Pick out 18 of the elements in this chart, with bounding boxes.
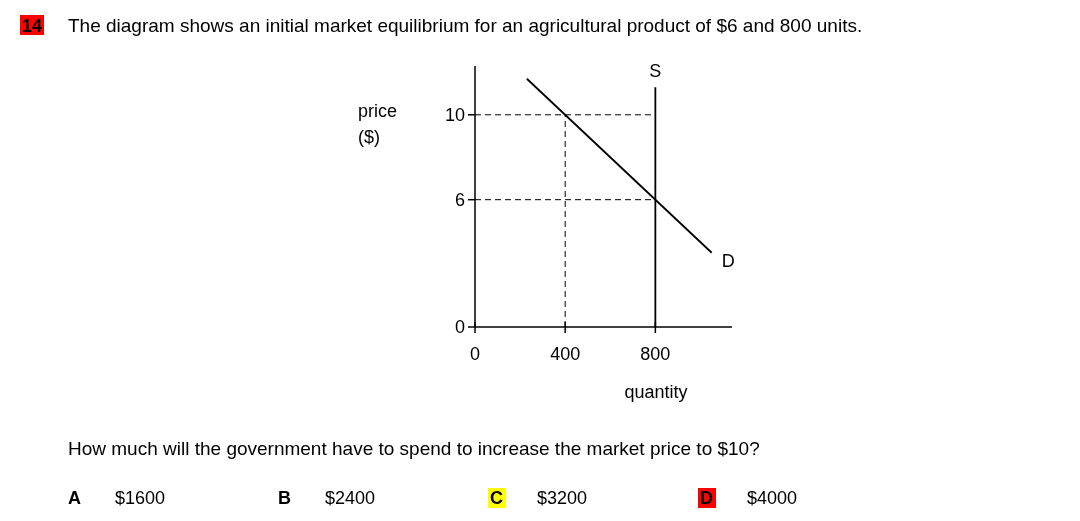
- text: $3200: [537, 488, 588, 508]
- y-tick-label: 6: [454, 189, 465, 210]
- text: $4000: [747, 488, 798, 508]
- text: B: [278, 488, 291, 508]
- text: $2400: [325, 488, 376, 508]
- y-tick-label: 10: [444, 104, 465, 125]
- chart-title: The diagram shows an initial market equilibrium for an agricultural product of $6 and 800 units.: [68, 15, 863, 36]
- x-tick-label: 0: [469, 344, 481, 364]
- text: A: [68, 488, 81, 508]
- x-tick-label: 400: [550, 344, 581, 364]
- y-tick-label: 0: [454, 317, 465, 337]
- series-label: D: [721, 250, 735, 271]
- y-axis-title: price ($): [358, 101, 398, 147]
- x-tick-label: 800: [640, 344, 671, 364]
- text: $1600: [115, 488, 166, 508]
- x-axis-title: quantity: [624, 382, 688, 402]
- series-label: S: [649, 61, 662, 82]
- text: How much will the government have to spend to increase the market price to $10?: [68, 438, 760, 459]
